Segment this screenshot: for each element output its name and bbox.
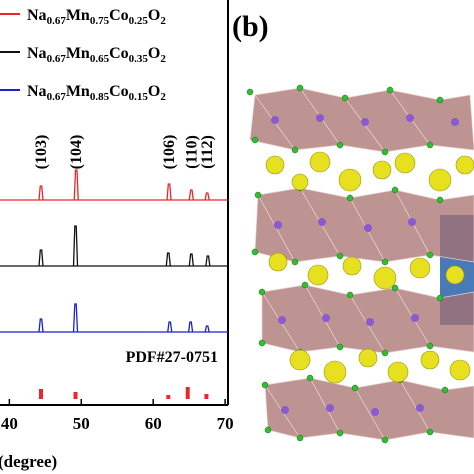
peak-label: (104) xyxy=(68,135,85,170)
peak xyxy=(38,318,44,333)
legend-label: Na0.67Mn0.85Co0.15O2 xyxy=(27,83,166,103)
x-tick-label: 40 xyxy=(1,414,18,433)
reference-bar xyxy=(166,395,171,399)
peak xyxy=(204,325,210,333)
peak xyxy=(188,253,194,267)
x-tick-label: 70 xyxy=(217,414,234,433)
peak-label: (106) xyxy=(161,135,178,170)
peak xyxy=(166,183,172,201)
peak xyxy=(72,303,79,333)
peak xyxy=(165,252,171,267)
peak-label: (110) xyxy=(183,135,200,169)
reference-bar xyxy=(73,392,78,399)
legend-label: Na0.67Mn0.75Co0.25O2 xyxy=(27,7,166,27)
panel-label: (b) xyxy=(232,10,269,43)
peak xyxy=(38,249,44,267)
reference-bar xyxy=(38,389,43,399)
peak xyxy=(73,169,79,201)
octahedra-layer xyxy=(264,377,474,441)
peak-label: (112) xyxy=(199,135,216,169)
peak xyxy=(204,192,210,201)
peak xyxy=(205,255,211,267)
crystal-structure xyxy=(246,84,474,444)
reference-label: PDF#27-0751 xyxy=(126,349,218,366)
peak xyxy=(38,185,44,201)
peak-label: (103) xyxy=(33,135,50,170)
x-tick-label: 60 xyxy=(145,414,162,433)
peak xyxy=(187,321,194,333)
legend-label: Na0.67Mn0.65Co0.35O2 xyxy=(27,45,166,65)
reference-bar xyxy=(185,387,190,399)
x-tick-label: 50 xyxy=(73,414,90,433)
peak xyxy=(167,321,173,333)
reference-bar xyxy=(204,394,209,399)
peak xyxy=(72,225,79,267)
x-axis-label: (degree) xyxy=(0,452,57,471)
peak xyxy=(188,189,194,201)
